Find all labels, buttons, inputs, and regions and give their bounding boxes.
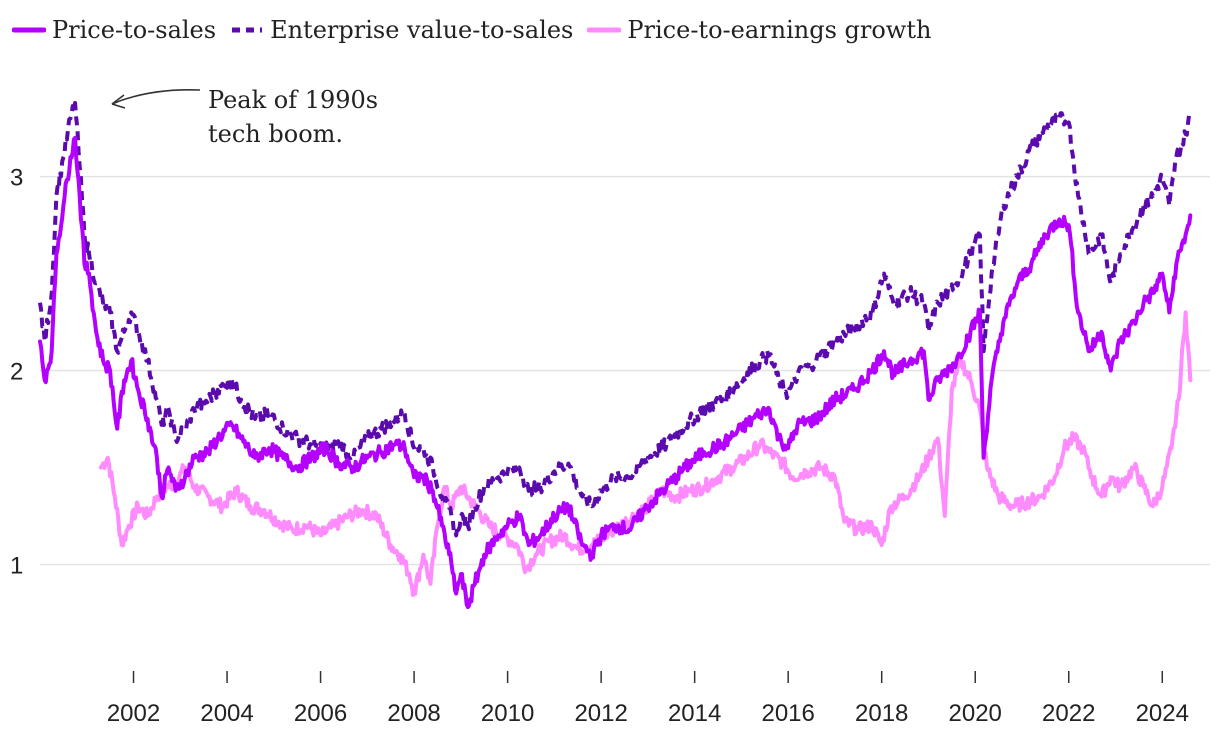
series-line-enterprise-value-to-sales bbox=[38, 101, 1192, 538]
legend-swatch-dashed-icon bbox=[232, 27, 263, 33]
x-axis: 2002 2004 2006 2008 2010 2012 2014 2016 2018 2020… bbox=[107, 671, 1189, 727]
x-tick-label: 2006 bbox=[294, 700, 347, 727]
legend: Price-to-sales Enterprise value-to-sales… bbox=[12, 12, 945, 48]
annotation-line-2: tech boom. bbox=[208, 120, 343, 148]
legend-swatch-solid-icon bbox=[587, 27, 622, 33]
annotation-arrow bbox=[111, 88, 201, 105]
x-tick-label: 2004 bbox=[200, 700, 253, 727]
y-axis: 1 2 3 bbox=[10, 165, 23, 580]
legend-item-enterprise-value-to-sales: Enterprise value-to-sales bbox=[230, 16, 573, 44]
x-tick-label: 2012 bbox=[574, 700, 627, 727]
annotation-arrowhead bbox=[111, 94, 126, 109]
x-tick-label: 2024 bbox=[1136, 700, 1189, 727]
series-layer bbox=[38, 101, 1193, 610]
x-tick-label: 2016 bbox=[761, 700, 814, 727]
legend-label: Price-to-earnings growth bbox=[627, 16, 932, 44]
annotation-line-1: Peak of 1990s bbox=[208, 86, 378, 114]
x-tick-label: 2022 bbox=[1042, 700, 1095, 727]
peak-annotation: Peak of 1990s tech boom. bbox=[111, 86, 378, 148]
legend-label: Enterprise value-to-sales bbox=[270, 16, 574, 44]
legend-label: Price-to-sales bbox=[52, 16, 217, 44]
legend-item-price-to-sales: Price-to-sales bbox=[12, 16, 216, 44]
x-tick-label: 2008 bbox=[387, 700, 440, 727]
legend-item-price-to-earnings-growth: Price-to-earnings growth bbox=[587, 16, 931, 44]
x-tick-label: 2020 bbox=[949, 700, 1002, 727]
series-line-price-to-sales bbox=[38, 135, 1193, 610]
y-tick-label: 1 bbox=[10, 552, 23, 579]
x-tick-label: 2002 bbox=[107, 700, 160, 727]
x-tick-label: 2018 bbox=[855, 700, 908, 727]
x-tick-label: 2014 bbox=[668, 700, 721, 727]
legend-swatch-solid-icon bbox=[12, 27, 46, 33]
y-tick-label: 2 bbox=[10, 359, 23, 386]
x-tick-label: 2010 bbox=[481, 700, 534, 727]
y-tick-label: 3 bbox=[10, 165, 23, 192]
